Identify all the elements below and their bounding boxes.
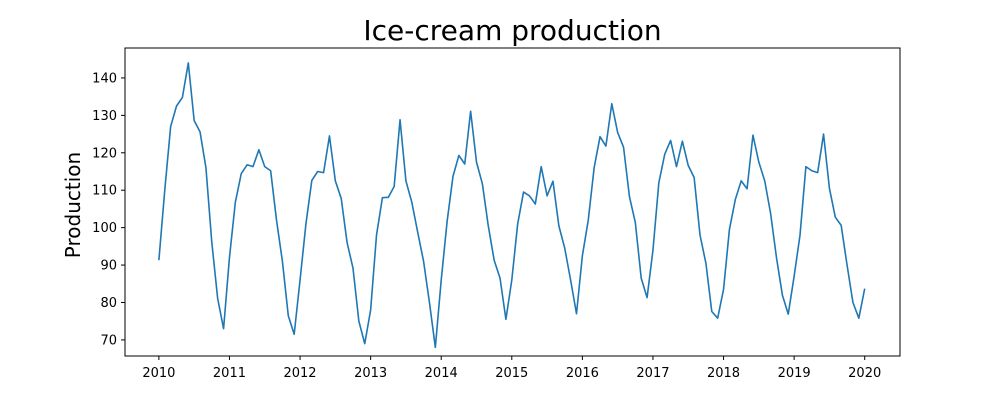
x-tick-label: 2013 [354,366,387,381]
x-tick-label: 2017 [636,366,669,381]
plot-frame [124,47,901,357]
x-tick-label: 2016 [566,366,599,381]
x-tick-label: 2011 [213,366,246,381]
x-tick-label: 2018 [707,366,740,381]
x-tick-label: 2020 [848,366,881,381]
x-tick-label: 2015 [495,366,528,381]
x-tick-label: 2019 [778,366,811,381]
series-line [158,62,866,349]
y-axis-label: Production [61,152,85,258]
y-tick-label: 140 [92,71,117,86]
x-axis: 2010 2011 2012 2013 2014 2015 2016 2017 2018 2019… [142,356,881,381]
y-tick-label: 110 [92,184,117,199]
y-tick-label: 100 [92,221,117,236]
y-tick-label: 70 [100,333,117,348]
y-tick-label: 120 [92,146,117,161]
x-tick-label: 2012 [283,366,316,381]
x-tick-label: 2010 [142,366,175,381]
chart-title: Ice-cream production [363,14,661,47]
y-tick-label: 90 [100,259,117,274]
y-axis: 70 80 90 100 110 120 130 140 [92,71,125,348]
x-tick-label: 2014 [425,366,458,381]
y-tick-label: 130 [92,109,117,124]
y-tick-label: 80 [100,296,117,311]
